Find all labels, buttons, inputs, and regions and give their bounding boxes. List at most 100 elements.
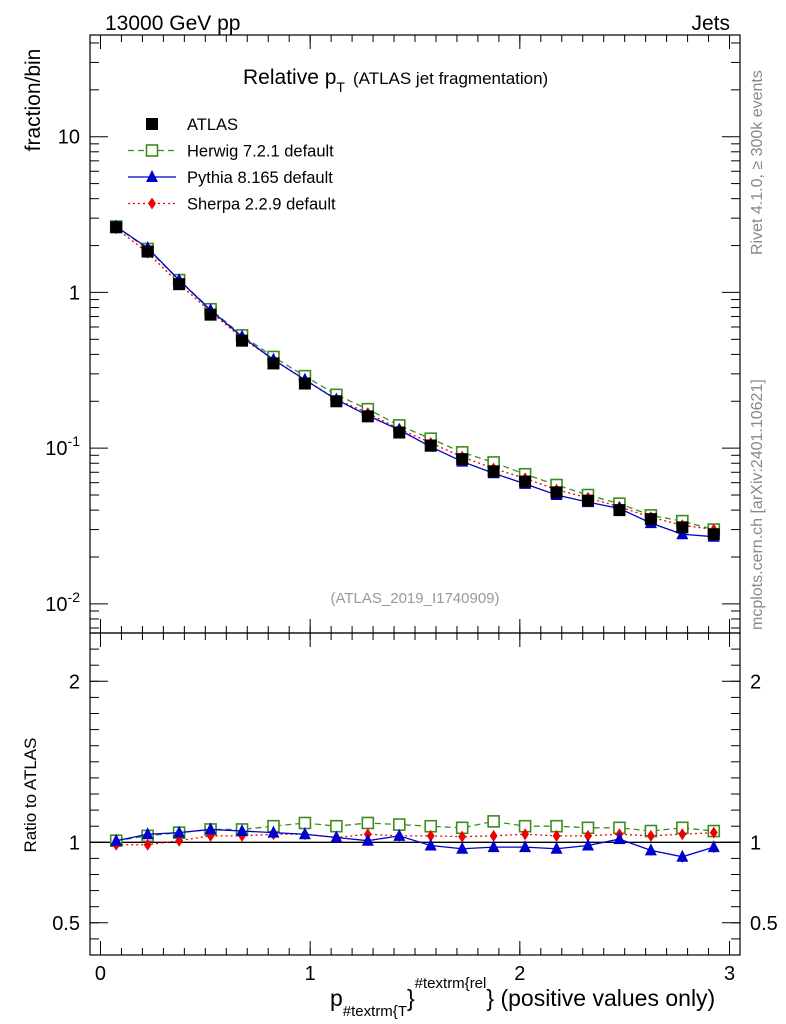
x-tick-label: 3	[724, 963, 735, 985]
legend-marker-pythia-8-165-default	[146, 170, 158, 182]
ratio-tick-label: 2	[69, 671, 80, 693]
ratio-tick-label-right: 2	[750, 671, 761, 693]
herwig-7-2-1-default-line	[115, 225, 714, 531]
atlas-point	[330, 395, 343, 408]
pythia-8-165-default-ratio-point	[456, 841, 469, 854]
sherpa-2-2-9-default-ratio-point	[458, 830, 467, 843]
sherpa-2-2-9-default-ratio-point	[143, 838, 152, 851]
sherpa-2-2-9-default-ratio-point	[552, 829, 561, 842]
ratio-tick-label-right: 0.5	[750, 913, 778, 935]
atlas-point	[204, 308, 217, 321]
atlas-point	[487, 465, 500, 478]
sherpa-2-2-9-default-ratio-point	[678, 828, 687, 841]
ratio-tick-label: 1	[69, 832, 80, 854]
atlas-point	[613, 504, 626, 517]
pythia-8-165-default-ratio-point	[707, 840, 720, 853]
pythia-8-165-default-ratio-point	[141, 827, 154, 840]
sherpa-2-2-9-default-line	[115, 227, 714, 531]
energy-label: 13000 GeV pp	[105, 12, 240, 35]
herwig-7-2-1-default-ratio-point	[298, 816, 312, 830]
y-tick-label: 10-1	[45, 433, 80, 460]
atlas-point	[676, 521, 689, 534]
y-tick-label: 1	[69, 282, 80, 304]
title-subscript: T	[336, 79, 345, 95]
x-tick-label: 1	[305, 963, 316, 985]
x-axis-label: p#textrm{T}#textrm{rel} (positive values…	[330, 975, 715, 1020]
sherpa-2-2-9-default-ratio-point	[489, 829, 498, 842]
rivet-label: Rivet 4.1.0, ≥ 300k events	[749, 70, 766, 255]
atlas-point	[707, 528, 720, 541]
atlas-point	[110, 221, 123, 234]
pythia-8-165-default-ratio-point	[110, 833, 123, 846]
title-extra: (ATLAS jet fragmentation)	[353, 69, 548, 88]
sherpa-2-2-9-default-ratio-point	[426, 829, 435, 842]
pythia-8-165-default-ratio-point	[204, 822, 217, 835]
mcplots-label: mcplots.cern.ch [arXiv:2401.10621]	[749, 379, 766, 630]
x-label-subscript: #textrm{T	[343, 1003, 407, 1020]
x-label-superscript: #textrm{rel	[415, 975, 487, 992]
ratio-tick-label: 0.5	[52, 913, 80, 935]
herwig-7-2-1-default-ratio-point	[487, 815, 500, 828]
atlas-point	[393, 426, 406, 439]
axis-ticks: 0 1 2 3 10-2 10-1 1 10 0.5 0.5 1 1 2 2	[45, 35, 778, 985]
pythia-8-165-default-ratio-point	[613, 832, 626, 845]
x-label-rest: } (positive values only)	[486, 985, 715, 1011]
y-tick-label: 10	[58, 127, 80, 149]
sherpa-2-2-9-default-ratio-line	[116, 831, 714, 846]
pythia-8-165-default-line	[115, 225, 714, 538]
y-axis-label: fraction/bin	[22, 49, 45, 152]
atlas-point	[267, 357, 280, 370]
x-label-brace: }	[407, 985, 415, 1011]
pythia-8-165-default-ratio-point	[424, 838, 437, 851]
ratio-tick-label-right: 1	[750, 832, 761, 854]
x-label-p: p	[330, 985, 343, 1011]
legend-label-herwig-7-2-1-default: Herwig 7.2.1 default	[187, 143, 334, 161]
atlas-point	[361, 410, 374, 423]
pythia-8-165-default-ratio-point	[267, 825, 280, 838]
atlas-point	[456, 453, 469, 466]
atlas-point	[550, 486, 563, 499]
sherpa-2-2-9-default-ratio-point	[175, 834, 184, 847]
atlas-point	[141, 245, 154, 258]
category-label: Jets	[691, 12, 730, 35]
herwig-7-2-1-default-ratio-point	[392, 818, 406, 831]
pythia-8-165-default-ratio-point	[676, 849, 689, 862]
atlas-point	[236, 334, 249, 347]
pythia-8-165-default-ratio-point	[487, 840, 500, 853]
pythia-8-165-default-ratio-point	[330, 830, 343, 843]
pythia-8-165-default-ratio-point	[581, 838, 594, 851]
legend-marker-herwig-7-2-1-default	[145, 144, 159, 157]
herwig-7-2-1-default-ratio-point	[361, 816, 375, 830]
pythia-8-165-default-ratio-point	[644, 843, 657, 856]
atlas-point	[581, 494, 594, 507]
pythia-8-165-default-ratio-point	[550, 841, 563, 854]
atlas-point	[298, 377, 311, 390]
legend-label-pythia-8-165-default: Pythia 8.165 default	[187, 169, 333, 187]
ratio-plot-series	[90, 815, 740, 863]
sherpa-2-2-9-default-ratio-point	[709, 826, 718, 839]
sherpa-2-2-9-default-ratio-point	[646, 829, 655, 842]
chart-title: Relative pT (ATLAS jet fragmentation)	[243, 66, 548, 95]
legend: ATLAS Herwig 7.2.1 default Pythia 8.165 de…	[128, 116, 336, 214]
ratio-y-axis-label: Ratio to ATLAS	[21, 738, 40, 853]
sherpa-2-2-9-default-ratio-point	[584, 829, 592, 842]
pythia-8-165-default-ratio-point	[519, 840, 532, 853]
atlas-point	[519, 475, 532, 488]
pythia-8-165-default-ratio-point	[361, 833, 374, 846]
pythia-8-165-default-ratio-line	[116, 828, 714, 858]
atlas-point	[173, 278, 186, 291]
title-main: Relative p	[243, 66, 336, 89]
sherpa-2-2-9-default-ratio-point	[521, 828, 529, 841]
legend-marker-atlas	[146, 118, 158, 130]
herwig-7-2-1-default-ratio-point	[330, 819, 343, 833]
x-tick-label: 0	[95, 963, 106, 985]
legend-label-atlas: ATLAS	[187, 116, 238, 134]
pythia-8-165-default-ratio-point	[393, 828, 406, 841]
y-tick-label: 10-2	[45, 589, 80, 616]
ratio-panel-frame	[89, 632, 741, 956]
legend-marker-sherpa-2-2-9-default	[148, 197, 156, 210]
x-tick-label: 2	[514, 963, 525, 985]
pythia-8-165-default-ratio-point	[298, 827, 311, 840]
analysis-id: (ATLAS_2019_I1740909)	[330, 590, 499, 607]
